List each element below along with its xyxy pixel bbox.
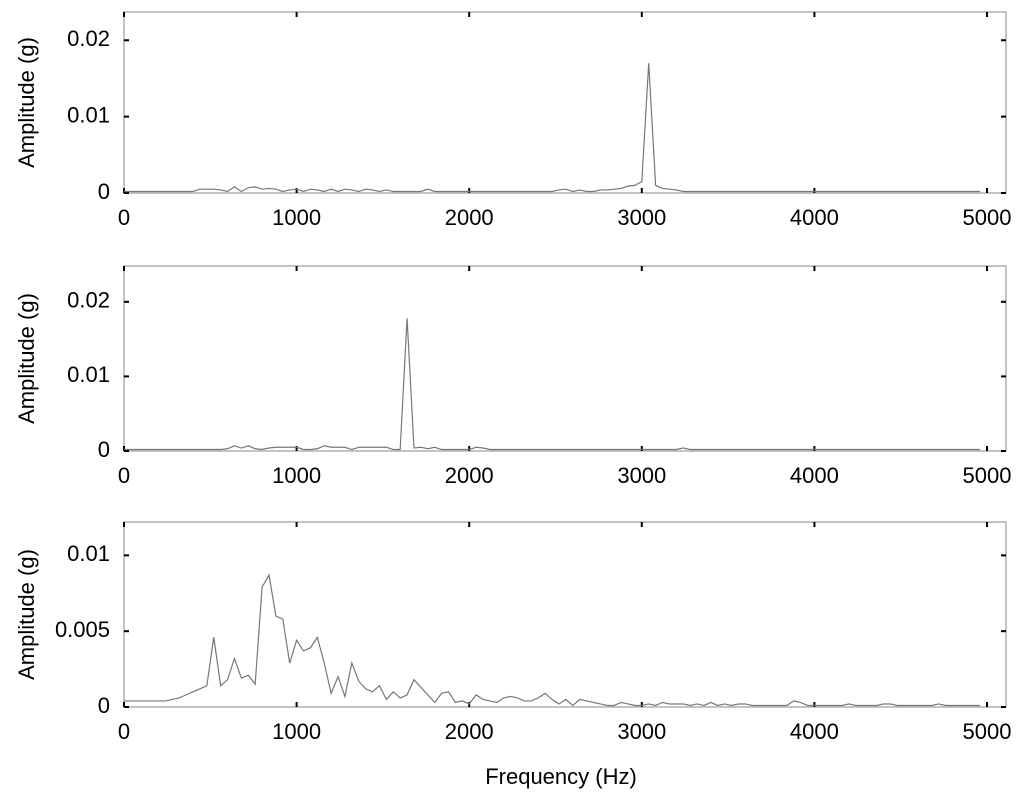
y-tick-label: 0 [98, 437, 110, 462]
x-tick-label: 1000 [272, 463, 321, 488]
plot-frame [123, 11, 1007, 194]
x-tick-label: 4000 [790, 719, 839, 744]
x-tick-label: 0 [118, 719, 130, 744]
x-tick-label: 4000 [790, 463, 839, 488]
y-tick-label: 0.02 [67, 288, 110, 313]
x-tick-label: 5000 [963, 719, 1012, 744]
x-tick-label: 5000 [963, 205, 1012, 230]
x-tick-label: 5000 [963, 463, 1012, 488]
y-axis-label: Amplitude (g) [14, 293, 39, 424]
x-tick-label: 2000 [445, 463, 494, 488]
y-tick-label: 0 [98, 693, 110, 718]
y-tick-label: 0.01 [67, 102, 110, 127]
y-tick-label: 0.01 [67, 362, 110, 387]
y-axis-label: Amplitude (g) [14, 37, 39, 168]
x-tick-label: 1000 [272, 205, 321, 230]
spectrum-line [124, 573, 981, 707]
y-axis-label: Amplitude (g) [14, 549, 39, 680]
x-tick-label: 2000 [445, 719, 494, 744]
spectrum-line [124, 63, 981, 193]
x-tick-label: 0 [118, 463, 130, 488]
x-tick-label: 3000 [617, 463, 666, 488]
x-tick-label: 2000 [445, 205, 494, 230]
y-tick-label: 0.01 [67, 541, 110, 566]
x-tick-label: 0 [118, 205, 130, 230]
x-tick-label: 3000 [617, 205, 666, 230]
y-tick-label: 0.005 [55, 617, 110, 642]
x-tick-label: 1000 [272, 719, 321, 744]
spectrum-line [124, 318, 981, 451]
y-tick-label: 0.02 [67, 26, 110, 51]
plot-frame [123, 521, 1007, 708]
x-axis-label: Frequency (Hz) [485, 764, 637, 789]
y-tick-label: 0 [98, 179, 110, 204]
x-tick-label: 3000 [617, 719, 666, 744]
plot-frame [123, 265, 1007, 452]
x-tick-label: 4000 [790, 205, 839, 230]
